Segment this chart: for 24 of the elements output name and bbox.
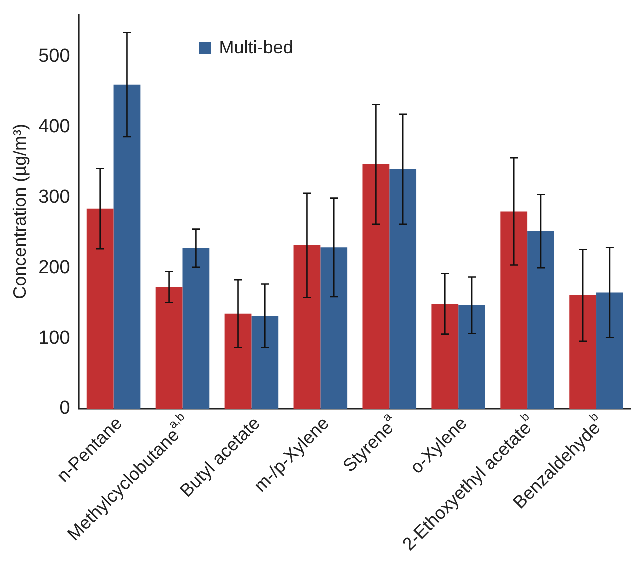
legend-label: Multi-bed [219, 37, 294, 58]
y-axis-title: Concentration (µg/m³) [10, 124, 30, 300]
y-tick-label: 0 [60, 398, 70, 420]
y-tick-label: 400 [38, 116, 70, 138]
y-tick-label: 500 [38, 46, 70, 67]
bar [500, 212, 528, 409]
bar [114, 84, 141, 409]
bar [224, 314, 252, 409]
bar [182, 248, 210, 409]
bar [294, 246, 321, 409]
y-tick-label: 300 [38, 186, 70, 208]
bar [458, 305, 486, 409]
bar [390, 169, 417, 409]
bar [432, 304, 459, 409]
bar [86, 208, 114, 409]
bar [320, 248, 348, 409]
y-tick-label: 100 [38, 328, 70, 349]
bar [156, 287, 183, 409]
bar [570, 296, 597, 409]
bar [362, 164, 390, 409]
y-tick-label: 200 [38, 257, 70, 278]
bar [596, 292, 624, 409]
bar [252, 316, 279, 409]
bar [528, 231, 554, 409]
